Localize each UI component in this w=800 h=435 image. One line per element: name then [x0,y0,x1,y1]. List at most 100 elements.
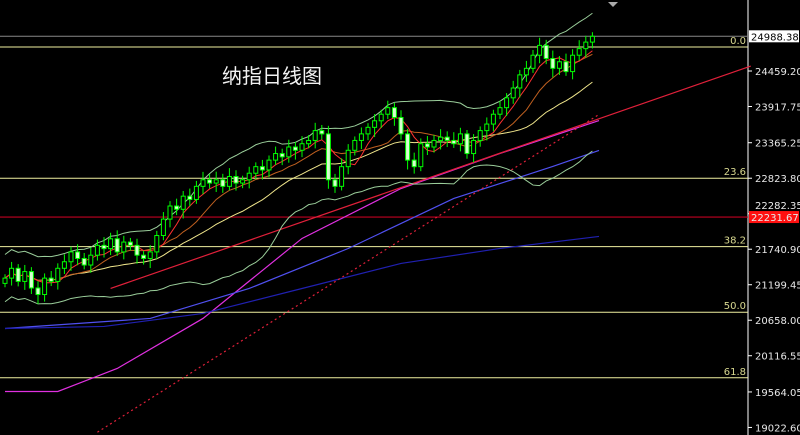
candle-body [543,44,549,59]
candle [2,274,8,288]
fib-level-label: 23.6 [724,167,746,178]
candle [306,135,312,149]
candle [28,267,34,294]
ma5-line [4,50,593,284]
candle [226,168,232,191]
candle [477,126,483,147]
y-tick-label: 21199.45 [755,281,800,292]
candle [325,125,331,189]
candle [484,117,490,141]
candle [61,254,67,275]
candle-body [180,195,186,210]
candle [589,32,595,49]
candle [253,162,259,180]
candle [312,122,318,149]
candle-body [68,251,74,263]
candle-body [484,123,490,132]
candle [193,180,199,204]
candle [431,134,437,153]
candle-body [530,54,536,69]
current-price-badge [749,30,799,43]
candle-body [345,149,351,168]
candle [345,144,351,175]
candle-body [352,139,358,151]
fib-level-label: 0.0 [730,36,746,47]
alert-price-badge [749,211,799,224]
candle-body [233,176,239,184]
candle-body [253,166,259,174]
candle [187,188,193,207]
candle-body [477,130,483,141]
candle [517,69,523,98]
candle-body [48,277,54,282]
candle-body [431,139,437,148]
candle-body [167,205,173,220]
candle-body [279,153,285,158]
candle-body [312,130,318,141]
candle-body [220,179,226,187]
chart-title: 纳指日线图 [222,64,322,88]
candle [358,127,364,150]
y-tick-label: 22282.35 [755,201,800,212]
candle [438,129,444,150]
candle [286,139,292,163]
candle [319,124,325,140]
candle-body [451,139,457,145]
y-tick-label: 24459.20 [755,67,800,78]
candle-body [55,267,61,282]
candle-body [22,271,28,282]
candle-body [457,133,463,145]
candle-body [193,185,199,200]
candle-body [589,35,595,43]
candle [200,171,206,195]
candle [160,212,166,241]
candle-body [28,271,34,289]
candle [464,129,470,159]
candle-body [273,153,279,161]
candle-body [121,241,127,253]
candle-body [550,57,556,69]
candle [563,53,569,76]
candle [259,159,265,180]
candle-body [405,133,411,161]
candle-body [490,113,496,125]
candle [570,49,576,80]
candle-body [200,179,206,187]
candle [556,55,562,76]
bollinger-middle-band [4,81,593,281]
candle-body [570,54,576,73]
candle-body [75,251,81,259]
candle [490,109,496,132]
candle [22,264,28,290]
candle [504,93,510,117]
candle [372,114,378,138]
candle-body [108,238,114,250]
candle-body [385,107,391,115]
candle [108,232,114,256]
candle-body [127,241,133,246]
bollinger-lower-band [4,150,593,305]
y-tick-label: 19022.60 [755,423,800,434]
candle-body [358,133,364,141]
candle-body [134,244,140,256]
y-tick-label: 23365.25 [755,139,800,150]
candle [240,175,246,189]
candle-body [207,179,213,184]
y-tick-label: 21740.90 [755,245,800,256]
candle [81,252,87,270]
candle-body [438,136,444,141]
candle [391,102,397,126]
candle [134,238,140,264]
moving-average-line [4,149,600,330]
candle [48,270,54,287]
candle-body [266,159,272,171]
candle-body [517,74,523,89]
candle [471,134,477,163]
candle-body [424,143,430,148]
candle-body [391,107,397,118]
candle-body [101,244,107,250]
candle-body [160,218,166,237]
candle [121,235,127,260]
candle-body [9,267,15,279]
